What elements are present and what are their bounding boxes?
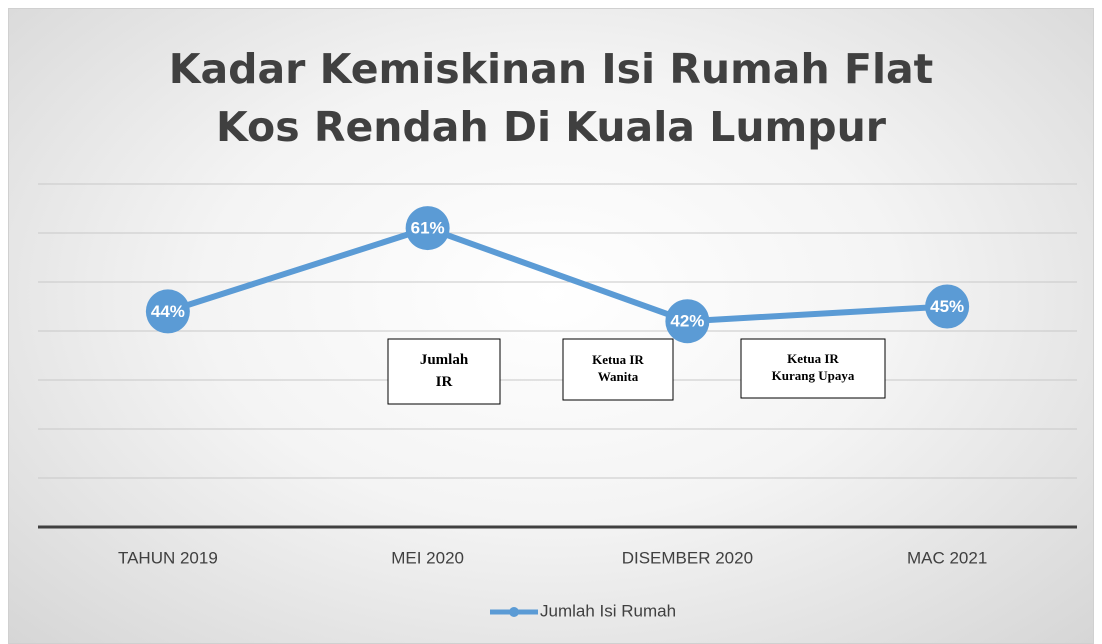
annotation-box <box>387 338 501 405</box>
annotation-text: Kurang Upaya <box>772 368 855 383</box>
annotation-text: Ketua IR <box>592 352 644 367</box>
annotation-text: IR <box>436 374 453 390</box>
data-point <box>145 289 190 334</box>
legend-marker <box>509 607 519 617</box>
chart-title: Kadar Kemiskinan Isi Rumah Flat Kos Rend… <box>168 45 934 151</box>
data-label: 61% <box>411 219 445 238</box>
data-point <box>665 299 710 344</box>
annotation-box <box>562 338 674 401</box>
data-label: 45% <box>930 297 964 316</box>
x-tick-label: MEI 2020 <box>391 548 464 567</box>
annotation-text: Wanita <box>598 369 639 384</box>
x-tick-label: DISEMBER 2020 <box>622 548 753 567</box>
data-label: 44% <box>151 302 185 321</box>
annotation-text: Ketua IR <box>787 351 839 366</box>
x-tick-label: TAHUN 2019 <box>118 548 218 567</box>
data-point <box>925 284 970 329</box>
data-point <box>405 206 450 251</box>
legend-label: Jumlah Isi Rumah <box>540 601 676 620</box>
chart-background <box>8 8 1094 644</box>
annotation-text: Jumlah <box>420 352 469 368</box>
x-tick-label: MAC 2021 <box>907 548 987 567</box>
series-line <box>166 225 948 325</box>
annotation-box <box>740 338 886 399</box>
data-label: 42% <box>670 312 704 331</box>
